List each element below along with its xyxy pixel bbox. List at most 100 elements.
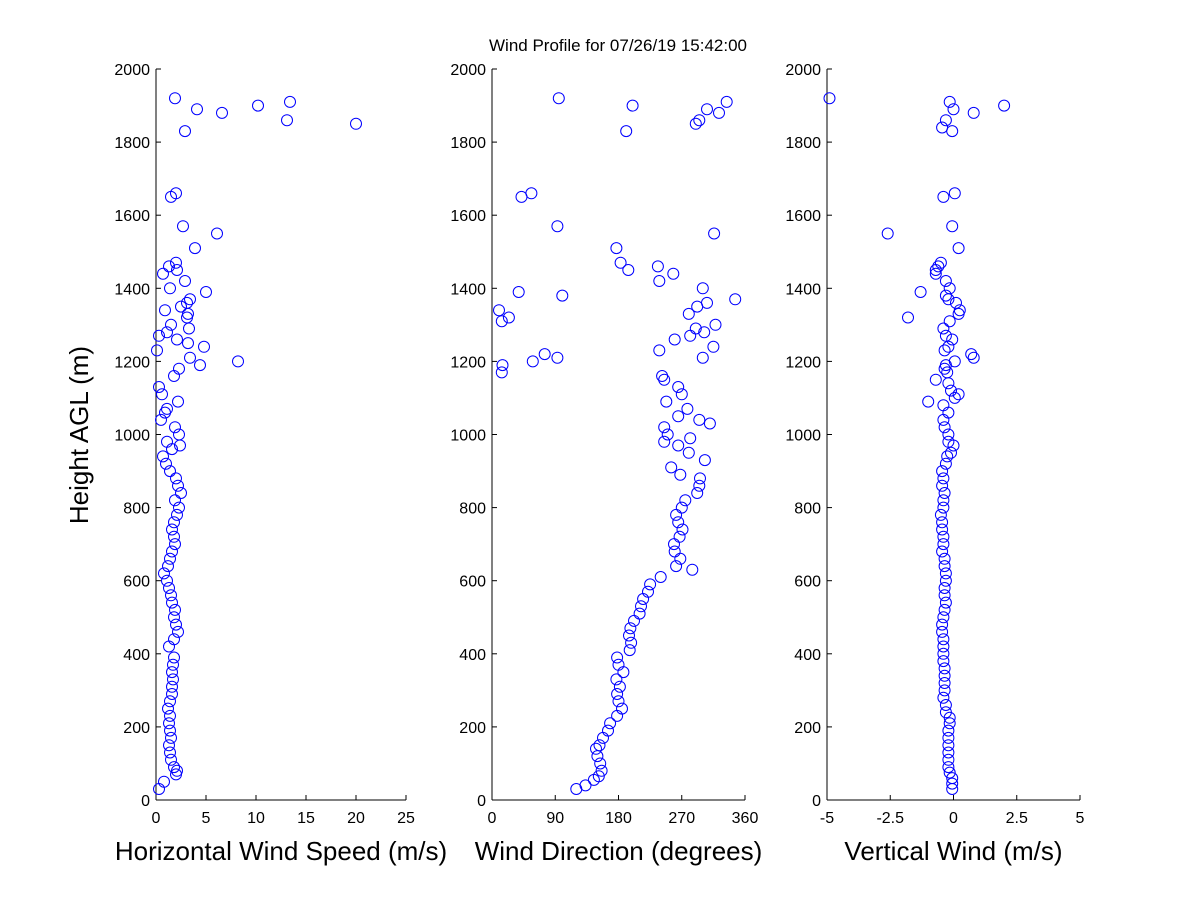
data-point	[946, 125, 959, 138]
data-point	[654, 571, 667, 583]
data-point	[173, 501, 185, 514]
y-tick-label: 0	[141, 793, 150, 810]
data-point	[556, 289, 569, 302]
data-point	[934, 508, 947, 521]
y-tick-label: 800	[123, 501, 150, 518]
data-point	[184, 293, 196, 306]
data-point	[693, 114, 706, 127]
data-point	[938, 560, 951, 573]
data-point	[965, 348, 978, 361]
data-point	[942, 724, 955, 737]
y-tick-label: 1600	[450, 208, 486, 225]
data-point	[624, 622, 637, 635]
points-speed	[151, 92, 362, 795]
data-point	[672, 381, 685, 393]
x-axis-label-direction: Wind Direction (degrees)	[475, 836, 763, 866]
data-point	[939, 567, 952, 580]
data-point	[656, 370, 669, 382]
data-point	[496, 359, 509, 372]
data-point	[166, 545, 178, 558]
data-point	[593, 739, 606, 752]
data-point	[942, 753, 955, 766]
y-tick-label: 1000	[114, 428, 150, 445]
data-point	[946, 772, 959, 785]
x-tick-label: 20	[347, 810, 365, 827]
data-point	[168, 370, 180, 382]
data-point	[538, 348, 551, 361]
x-tick-label: 5	[202, 810, 211, 827]
data-point	[936, 545, 949, 558]
data-point	[587, 773, 600, 786]
data-point	[937, 691, 950, 704]
data-point	[595, 764, 608, 777]
data-point	[943, 95, 956, 108]
data-point	[698, 454, 711, 467]
x-tick-label: 10	[247, 810, 265, 827]
data-point	[937, 322, 950, 335]
data-point	[200, 286, 212, 298]
data-point	[495, 315, 508, 328]
y-tick-label: 1000	[450, 428, 486, 445]
data-point	[938, 582, 951, 594]
data-point	[942, 428, 955, 441]
data-point	[937, 413, 950, 426]
data-point	[191, 103, 203, 116]
data-point	[551, 351, 564, 364]
data-point	[670, 508, 683, 521]
data-point	[653, 344, 666, 357]
data-point	[169, 603, 181, 616]
data-point	[612, 658, 625, 671]
data-point	[166, 596, 178, 609]
subplot-vertical: 0 200 400 600 800 1000 1200 1400 1600 1800 2000 -5 -…	[785, 62, 1084, 866]
data-point	[604, 717, 617, 730]
data-point	[165, 589, 177, 602]
data-point	[653, 275, 666, 287]
data-point	[194, 359, 206, 372]
data-point	[945, 446, 957, 459]
data-point	[934, 256, 947, 269]
data-point	[165, 753, 177, 766]
data-point	[151, 344, 163, 357]
data-point	[611, 688, 624, 700]
data-point	[689, 322, 702, 335]
y-tick-label: 2000	[114, 62, 150, 79]
y-tick-label: 1600	[114, 208, 150, 225]
data-point	[164, 724, 176, 737]
data-point	[623, 644, 636, 657]
y-tick-label: 2000	[785, 62, 821, 79]
data-point	[936, 523, 949, 536]
data-point	[169, 538, 181, 551]
data-point	[164, 282, 176, 295]
data-point	[938, 684, 951, 697]
y-tick-label: 600	[123, 574, 150, 591]
data-point	[939, 329, 952, 342]
data-point	[929, 373, 942, 386]
data-point	[211, 227, 223, 240]
data-point	[179, 275, 191, 287]
data-point	[171, 333, 183, 346]
y-tick-label: 400	[459, 647, 486, 664]
data-point	[673, 530, 686, 543]
data-point	[946, 777, 959, 790]
y-tick-label: 200	[794, 720, 821, 737]
data-point	[493, 304, 505, 317]
data-point	[937, 190, 950, 203]
data-point	[937, 530, 950, 543]
data-point	[616, 702, 628, 715]
data-point	[686, 563, 699, 576]
data-point	[597, 731, 609, 744]
x-tick-label: 5	[1076, 810, 1085, 827]
y-tick-label: 0	[477, 793, 486, 810]
data-point	[696, 351, 709, 364]
data-point	[166, 523, 178, 536]
data-point	[937, 399, 950, 412]
data-point	[164, 552, 176, 565]
data-point	[967, 106, 980, 119]
data-point	[942, 739, 955, 752]
data-point	[153, 381, 165, 393]
x-tick-label: -2.5	[876, 810, 904, 827]
data-point	[163, 582, 175, 594]
data-point	[168, 651, 180, 664]
data-point	[161, 326, 173, 339]
